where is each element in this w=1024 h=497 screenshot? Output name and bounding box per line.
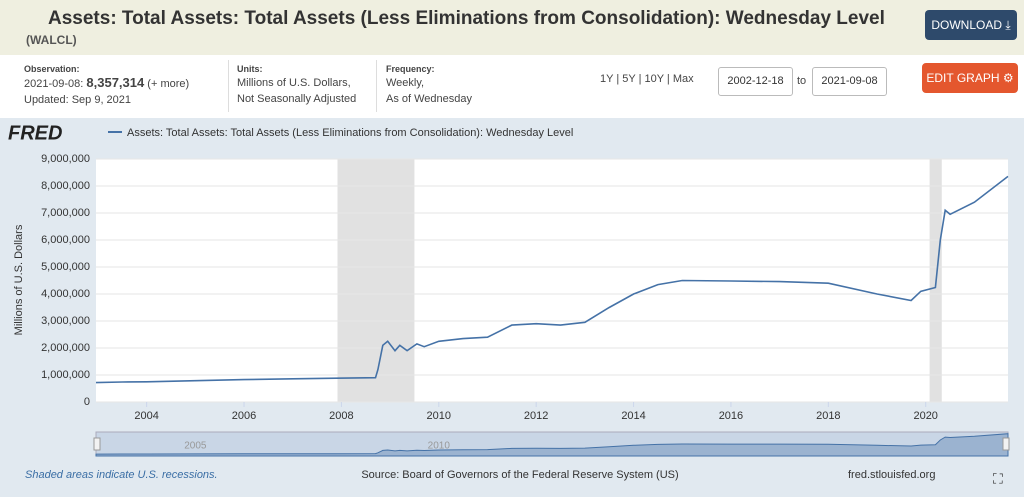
navigator[interactable] — [95, 431, 1009, 457]
range[interactable]: 10Y — [644, 73, 664, 85]
observation: Observation: 2021-09-08: 8,357,314 (+ mo… — [24, 63, 189, 108]
site: fred.stlouisfed.org — [848, 469, 935, 481]
frequency: Frequency: Weekly, As of Wednesday — [386, 63, 472, 107]
navigator-handle[interactable] — [1002, 437, 1010, 451]
source: Source: Board of Governors of the Federa… — [361, 469, 678, 481]
header: Assets: Total Assets: Total Assets (Less… — [0, 0, 1024, 55]
x-tick-label: 2006 — [232, 410, 256, 422]
label: Frequency: — [386, 64, 435, 74]
line: Weekly, — [386, 77, 425, 89]
y-tick-label: 1,000,000 — [41, 369, 90, 381]
y-axis-label: Millions of U.S. Dollars — [13, 224, 25, 335]
range[interactable]: Max — [672, 73, 694, 85]
y-tick-label: 8,000,000 — [41, 180, 90, 192]
updated: Updated: Sep 9, 2021 — [24, 94, 132, 106]
y-tick-label: 7,000,000 — [41, 207, 90, 219]
fred-logo: FRED — [8, 122, 62, 144]
recession — [337, 159, 415, 402]
label: Units: — [237, 64, 263, 74]
navigator-area — [95, 433, 1009, 457]
download-button[interactable]: DOWNLOAD ⤓ — [925, 10, 1017, 40]
y-tick-label: 9,000,000 — [41, 153, 90, 165]
x-tick-label: 2008 — [329, 410, 353, 422]
y-tick-label: 3,000,000 — [41, 315, 90, 327]
navigator-tick-label: 2005 — [184, 441, 207, 452]
edit-graph-button[interactable]: EDIT GRAPH ⚙ — [922, 63, 1018, 93]
line: As of Wednesday — [386, 93, 473, 105]
to: to — [797, 75, 807, 87]
x-tick-label: 2016 — [719, 410, 743, 422]
x-tick-label: 2014 — [621, 410, 645, 422]
more[interactable]: (+ more) — [147, 78, 190, 90]
range-links: 1Y | 5Y | 10Y | Max — [600, 73, 694, 85]
separator — [228, 60, 229, 112]
x-tick-label: 2010 — [427, 410, 451, 422]
y-tick-label: 6,000,000 — [41, 234, 90, 246]
fullscreen-icon[interactable]: ⛶ — [993, 471, 1003, 487]
plot-area — [96, 159, 1008, 402]
x-tick-label: 2020 — [913, 410, 937, 422]
separator — [376, 60, 377, 112]
edit-label[interactable]: EDIT GRAPH — [926, 71, 1000, 85]
recession-note: Shaded areas indicate U.S. recessions. — [25, 469, 218, 481]
legend-entry: Assets: Total Assets: Total Assets (Less… — [127, 127, 573, 139]
y-tick-label: 5,000,000 — [41, 261, 90, 273]
x-tick-label: 2018 — [816, 410, 840, 422]
series-id: (WALCL) — [26, 33, 77, 47]
navigator-handle[interactable] — [93, 437, 101, 451]
x-tick-label: 2012 — [524, 410, 548, 422]
chart: FRED Assets: Total Assets: Total Assets … — [0, 118, 1024, 497]
date: 2021-09-08: — [24, 78, 84, 90]
line: Millions of U.S. Dollars, — [237, 77, 351, 89]
value: 8,357,314 — [86, 75, 145, 90]
range[interactable]: 5Y — [622, 73, 636, 85]
label: Observation: — [24, 64, 80, 74]
download-label[interactable]: DOWNLOAD — [931, 18, 1003, 32]
end-date[interactable]: 2021-09-08 — [812, 67, 887, 96]
line: Not Seasonally Adjusted — [237, 93, 357, 105]
units: Units: Millions of U.S. Dollars, Not Sea… — [237, 63, 356, 107]
series-line — [95, 175, 1009, 384]
navigator-tick-label: 2010 — [428, 441, 451, 452]
y-tick-label: 2,000,000 — [41, 342, 90, 354]
range[interactable]: 1Y — [600, 73, 614, 85]
title: Assets: Total Assets: Total Assets (Less… — [48, 8, 885, 29]
y-tick-label: 0 — [84, 396, 90, 408]
y-tick-label: 4,000,000 — [41, 288, 90, 300]
start-date[interactable]: 2002-12-18 — [718, 67, 793, 96]
x-tick-label: 2004 — [134, 410, 158, 422]
